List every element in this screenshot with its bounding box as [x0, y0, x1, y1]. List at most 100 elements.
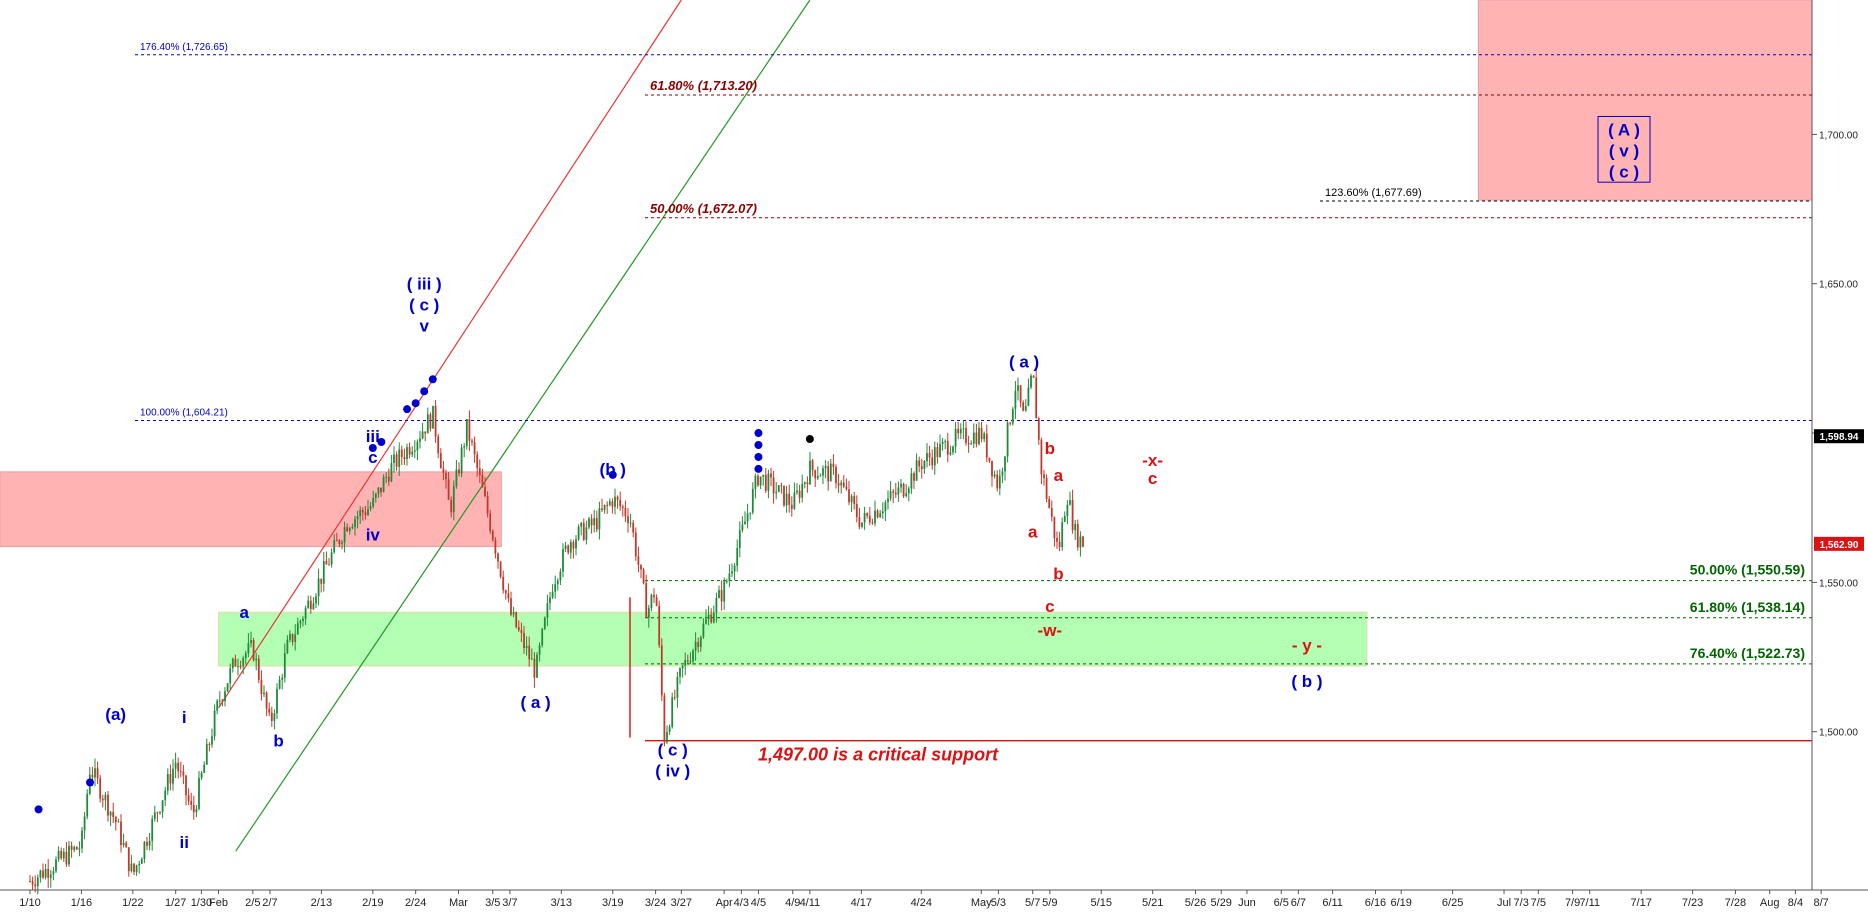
- x-tick-label-30: 5/21: [1142, 897, 1163, 909]
- wave-label-12: (b ): [600, 460, 626, 479]
- support-layer: 1,497.00 is a critical support: [629, 597, 1812, 765]
- candle-body: [78, 848, 81, 850]
- candle-body: [195, 808, 198, 813]
- candle-body: [798, 490, 801, 498]
- candle-body: [452, 486, 455, 513]
- candle-body: [551, 591, 554, 598]
- x-tick-label-15: 3/19: [602, 897, 623, 909]
- candle-body: [221, 700, 224, 702]
- candle-body: [837, 483, 840, 486]
- candle-body: [569, 542, 572, 553]
- candle-body: [281, 677, 284, 680]
- wave-dot-5: [411, 399, 420, 408]
- candle-body: [242, 658, 245, 667]
- candle-body: [536, 654, 538, 678]
- candle-body: [567, 545, 570, 553]
- candle-body: [944, 441, 947, 443]
- candle-body: [718, 590, 720, 598]
- x-tick-label-47: 7/28: [1725, 897, 1746, 909]
- wave-label-19: b: [1053, 564, 1063, 583]
- candle-body: [905, 493, 908, 497]
- candle-body: [153, 812, 156, 819]
- x-tick-label-25: May: [971, 897, 992, 909]
- fib-label-2: 123.60% (1,677.69): [1325, 187, 1422, 199]
- channel-layer: [218, 0, 811, 852]
- candle-body: [588, 518, 590, 528]
- candle-body: [1063, 515, 1066, 522]
- candle-body: [185, 775, 187, 796]
- candle-body: [60, 850, 63, 859]
- candle-body: [850, 496, 853, 503]
- candle-body: [486, 496, 489, 514]
- candle-body: [699, 637, 702, 647]
- candle-body: [689, 661, 692, 663]
- candle-body: [1074, 523, 1077, 531]
- candle-body: [975, 432, 978, 445]
- candle-body: [1017, 385, 1019, 391]
- wave-label-15: ( a ): [1009, 352, 1039, 371]
- candle-body: [783, 485, 785, 506]
- candle-body: [216, 700, 219, 711]
- candle-body: [294, 634, 297, 642]
- candle-body: [621, 506, 624, 508]
- candle-body: [512, 612, 515, 615]
- candle-body: [39, 870, 42, 878]
- x-tick-label-8: 2/13: [311, 897, 332, 909]
- candle-body: [400, 449, 403, 457]
- wave-label-22: -x-: [1142, 451, 1163, 470]
- x-tick-label-42: 7/5: [1531, 897, 1546, 909]
- candle-body: [647, 607, 650, 618]
- candle-body: [335, 540, 338, 542]
- candle-body: [634, 532, 637, 557]
- target-zone-upper: [1477, 0, 1813, 201]
- boxed-label-line-0: ( A ): [1608, 120, 1640, 139]
- candle-body: [900, 483, 902, 488]
- candle-body: [307, 600, 310, 608]
- candle-body: [705, 619, 707, 624]
- candle-body: [913, 473, 915, 481]
- candle-body: [543, 617, 546, 629]
- wave-dot-13: [805, 435, 814, 444]
- candle-body: [315, 596, 317, 604]
- candle-body: [972, 432, 975, 444]
- candle-body: [515, 612, 518, 628]
- x-tick-label-49: 8/4: [1788, 897, 1803, 909]
- wave-label-8: ( iii ): [407, 275, 442, 294]
- candle-body: [1004, 456, 1006, 472]
- candle-body: [406, 447, 408, 459]
- candle-body: [954, 428, 957, 447]
- price-badge-0: [1814, 429, 1864, 444]
- candle-body: [1058, 541, 1061, 548]
- candle-body: [697, 641, 700, 647]
- candle-body: [538, 645, 541, 655]
- candle-body: [941, 441, 944, 445]
- candle-body: [273, 713, 276, 721]
- candle-body: [377, 487, 380, 494]
- wave-label-1: i: [182, 708, 187, 727]
- candle-body: [580, 522, 583, 527]
- red-channel-line: [218, 0, 682, 709]
- wave-label-11: ( a ): [521, 693, 551, 712]
- candle-body: [57, 850, 60, 860]
- candle-body: [252, 640, 255, 661]
- wave-dot-1: [85, 778, 94, 787]
- candle-body: [632, 522, 635, 533]
- wave-label-21: -w-: [1038, 621, 1063, 640]
- x-tick-label-22: 4/11: [800, 897, 821, 909]
- candle-body: [190, 800, 193, 805]
- candle-body: [827, 466, 830, 482]
- candle-body: [81, 830, 83, 849]
- resistance-zone-left: [0, 471, 502, 548]
- x-tick-label-24: 4/24: [911, 897, 932, 909]
- candle-body: [1009, 422, 1012, 424]
- candle-body: [949, 452, 952, 455]
- candle-body: [754, 475, 757, 489]
- zones-layer: [0, 0, 1813, 667]
- candle-body: [239, 666, 242, 668]
- x-tick-label-44: 7/11: [1579, 897, 1600, 909]
- fib-label-1: 61.80% (1,713.20): [650, 78, 757, 93]
- x-tick-label-21: 4/9: [785, 897, 800, 909]
- candle-body: [489, 513, 492, 532]
- candle-body: [559, 571, 562, 581]
